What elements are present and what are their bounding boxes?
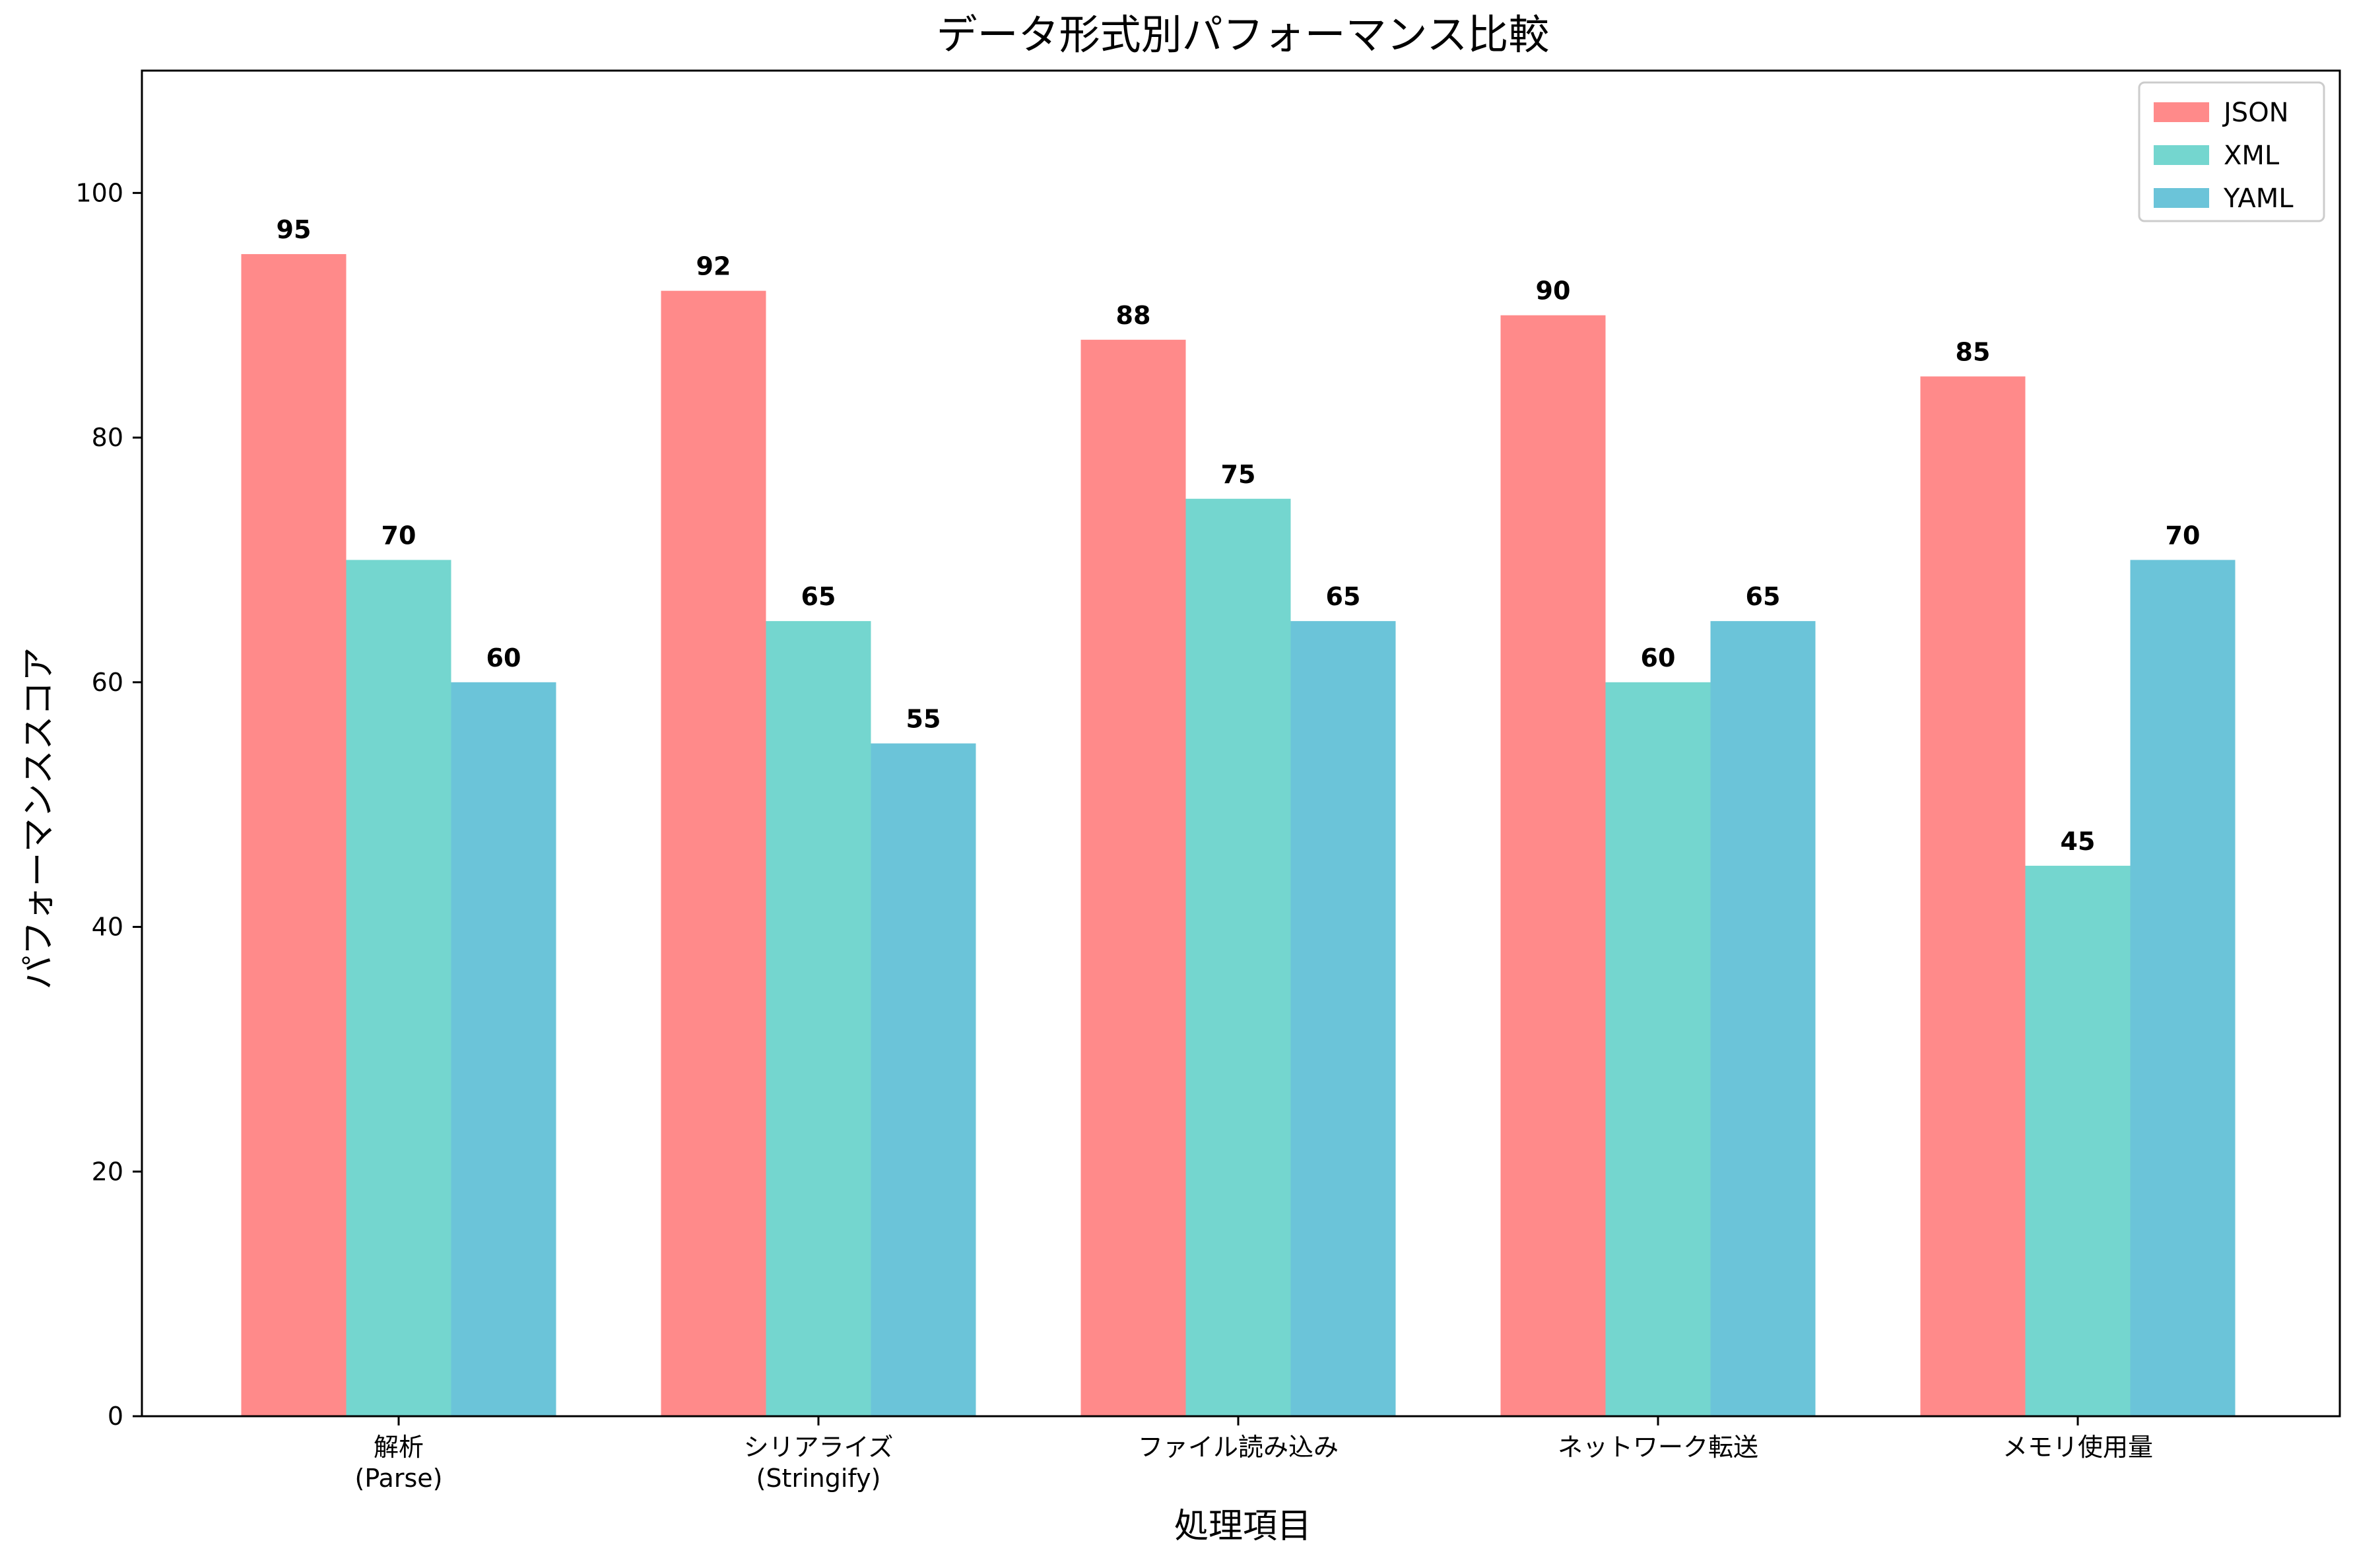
chart-title: データ形式別パフォーマンス比較	[937, 11, 1550, 59]
legend-swatch-yaml	[2154, 188, 2209, 208]
y-axis-label: パフォーマンススコア	[19, 647, 59, 990]
y-tick-label: 60	[92, 668, 123, 697]
bar-xml-3	[1185, 498, 1291, 1416]
legend-label-xml: XML	[2224, 141, 2280, 171]
bar-yaml-4	[1710, 621, 1816, 1416]
bar-xml-2	[766, 621, 871, 1416]
bar-yaml-1	[451, 682, 556, 1416]
y-axis-ticks: 0 20 40 60 80 100	[75, 178, 142, 1431]
x-tick-label: シリアライズ(Stringify)	[744, 1433, 894, 1493]
bar-xml-4	[1605, 682, 1711, 1416]
bar-value-label: 45	[2061, 827, 2096, 856]
y-tick-label: 20	[92, 1157, 123, 1186]
bars-group	[241, 254, 2236, 1417]
x-tick-label: メモリ使用量	[2003, 1433, 2153, 1462]
bar-value-label: 75	[1221, 460, 1256, 489]
bar-value-label: 65	[1326, 582, 1361, 611]
bar-value-label: 70	[381, 521, 416, 550]
bar-value-label: 95	[277, 215, 312, 244]
y-tick-label: 0	[108, 1402, 123, 1431]
bar-value-label: 65	[801, 582, 836, 611]
x-tick-label: ファイル読み込み	[1138, 1433, 1339, 1462]
bar-json-4	[1500, 315, 1606, 1416]
bar-yaml-3	[1290, 621, 1396, 1416]
y-tick-label: 40	[92, 913, 123, 942]
bar-value-label: 65	[1746, 582, 1781, 611]
bar-json-2	[661, 290, 766, 1416]
bar-value-label: 55	[906, 705, 941, 734]
bar-yaml-5	[2130, 560, 2236, 1416]
x-tick-label: ネットワーク転送	[1558, 1433, 1758, 1462]
bar-yaml-2	[871, 743, 976, 1416]
legend-swatch-xml	[2154, 145, 2209, 165]
bar-labels-group: 95 70 60 92 65 55 88 75 65 90 60 65 85 45 70	[277, 215, 2201, 856]
legend-label-json: JSON	[2222, 98, 2289, 128]
legend-label-yaml: YAML	[2223, 183, 2294, 214]
y-tick-label: 100	[75, 178, 123, 207]
x-axis-label: 処理項目	[1174, 1507, 1311, 1546]
bar-value-label: 88	[1116, 301, 1151, 330]
legend: JSON XML YAML	[2138, 81, 2325, 222]
bar-json-1	[241, 254, 347, 1417]
bar-json-3	[1080, 339, 1186, 1416]
bar-xml-1	[346, 560, 451, 1416]
bar-value-label: 70	[2166, 521, 2201, 550]
bar-value-label: 60	[486, 643, 521, 672]
bar-xml-5	[2025, 865, 2131, 1416]
x-axis-ticks: 解析(Parse) シリアライズ(Stringify) ファイル読み込み ネットワーク…	[355, 1416, 2153, 1493]
x-tick-label: 解析(Parse)	[355, 1433, 443, 1493]
y-tick-label: 80	[92, 423, 123, 452]
legend-swatch-json	[2154, 102, 2209, 122]
bar-value-label: 90	[1536, 277, 1571, 306]
plot-frame	[141, 69, 2341, 1418]
bar-value-label: 85	[1956, 337, 1991, 366]
bar-value-label: 92	[696, 252, 731, 281]
bar-json-5	[1920, 376, 2026, 1416]
bar-value-label: 60	[1641, 643, 1676, 672]
